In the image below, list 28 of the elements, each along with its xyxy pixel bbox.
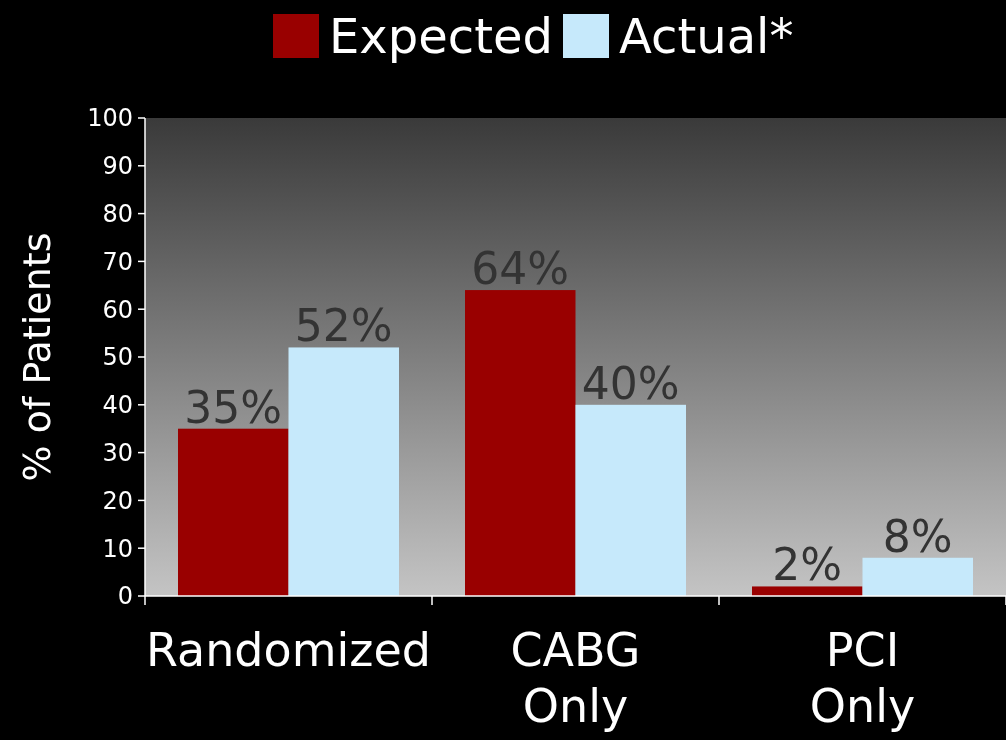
- y-tick-label: 10: [102, 534, 133, 563]
- legend-label: Actual*: [619, 7, 794, 64]
- y-tick-label: 70: [102, 247, 133, 276]
- data-label: 8%: [882, 510, 953, 562]
- bar: [575, 404, 686, 596]
- y-axis-title: % of Patients: [15, 232, 59, 482]
- bar: [465, 290, 576, 596]
- x-tick-label: Randomized: [146, 623, 431, 677]
- data-label: 52%: [294, 300, 393, 352]
- bar: [752, 586, 863, 596]
- y-tick-label: 40: [102, 391, 133, 420]
- bar: [862, 557, 973, 596]
- x-tick-label: PCI Only: [809, 623, 916, 733]
- y-tick-label: 60: [102, 295, 133, 324]
- data-label: 40%: [581, 357, 680, 409]
- y-tick-label: 30: [102, 439, 133, 467]
- y-tick-label: 90: [102, 152, 133, 181]
- x-tick-label: CABG Only: [510, 623, 641, 733]
- legend-label: Expected: [329, 7, 553, 64]
- y-tick-label: 20: [102, 486, 133, 515]
- y-tick-label: 100: [87, 104, 133, 133]
- y-tick-label: 0: [117, 582, 133, 611]
- y-tick-label: 80: [102, 200, 133, 228]
- y-tick-label: 50: [102, 343, 133, 372]
- data-label: 35%: [184, 381, 283, 433]
- data-label: 2%: [772, 539, 843, 591]
- bar: [288, 347, 399, 596]
- bar: [178, 428, 289, 596]
